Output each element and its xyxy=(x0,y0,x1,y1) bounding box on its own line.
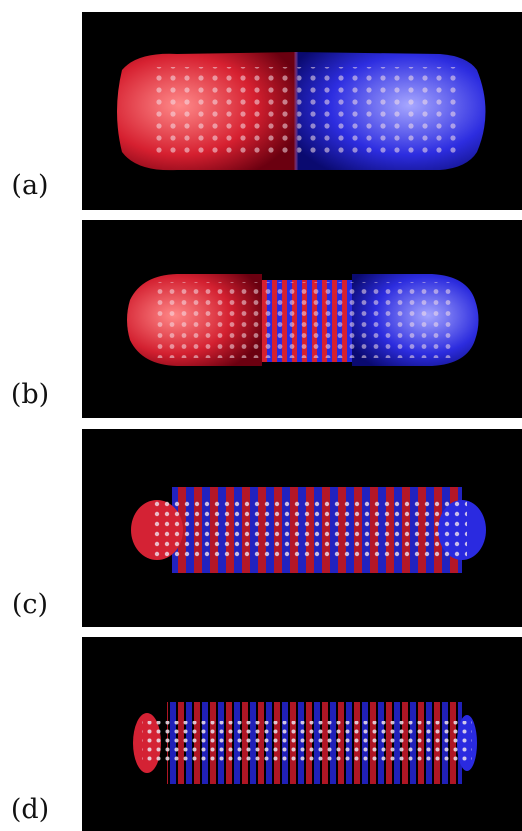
panel-label-c: (c) xyxy=(11,589,49,620)
panel-b-render xyxy=(127,274,479,366)
panel-label-a: (a) xyxy=(11,170,49,201)
panel-b-image xyxy=(82,220,522,418)
panel-c-image xyxy=(82,429,522,627)
panel-a-image xyxy=(82,12,522,210)
panel-label-b: (b) xyxy=(10,379,50,410)
panel-a-render xyxy=(117,52,486,171)
panel-label-d: (d) xyxy=(10,794,50,825)
panel-c-render xyxy=(131,487,486,573)
panel-d-render xyxy=(133,702,477,784)
panel-d-image xyxy=(82,637,522,831)
